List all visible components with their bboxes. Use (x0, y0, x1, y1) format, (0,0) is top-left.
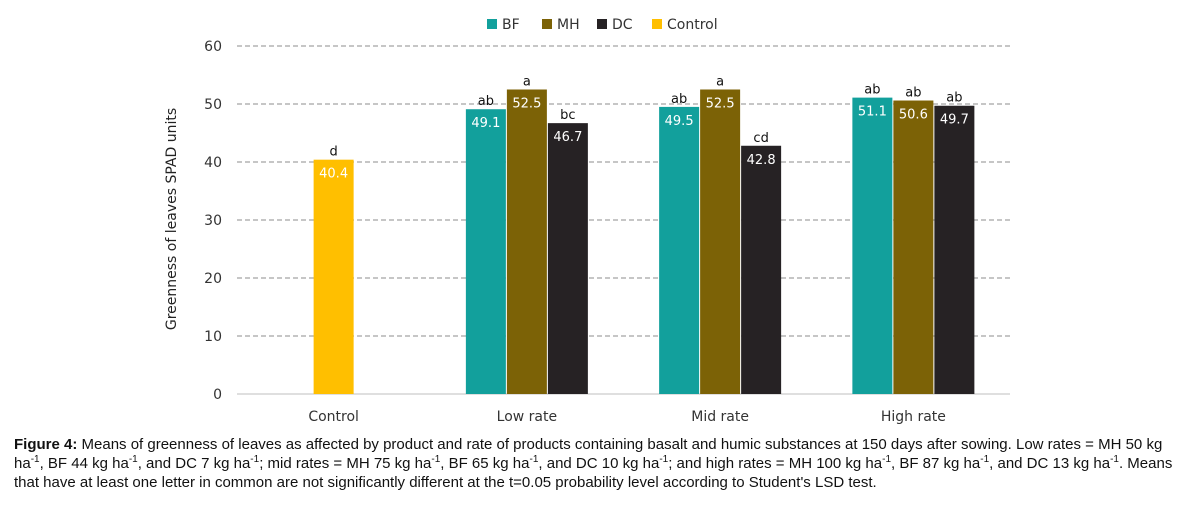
data-label: 46.7 (553, 130, 582, 145)
superscript: -1 (980, 454, 990, 465)
bar-mh (700, 89, 741, 394)
legend-label: DC (612, 17, 633, 33)
bar-dc (934, 105, 975, 395)
gridlines (237, 45, 1010, 395)
data-label: 49.5 (665, 114, 694, 129)
bars: 40.4 d 49.1 ab 52.5 a 46.7 bc 49.5 ab 52.5 a 42.8 cd 5… (313, 75, 975, 395)
significance-letter: cd (753, 131, 768, 146)
significance-letter: ab (946, 91, 962, 106)
x-tick-label: Mid rate (691, 409, 749, 425)
y-tick-label: 0 (213, 387, 222, 403)
bar-bf (852, 97, 893, 395)
data-label: 52.5 (706, 97, 735, 112)
legend-swatch (597, 19, 607, 29)
legend-label: Control (667, 17, 718, 33)
data-label: 50.6 (899, 108, 928, 123)
significance-letter: ab (905, 86, 921, 101)
caption-text: Means of greenness of leaves as affected… (14, 436, 1173, 491)
bar-mh (893, 100, 934, 395)
x-tick-label: Low rate (497, 409, 557, 425)
superscript: -1 (128, 454, 138, 465)
bar-mh (506, 89, 547, 394)
y-tick-label: 60 (204, 39, 222, 55)
x-tick-label: High rate (881, 409, 946, 425)
data-label: 52.5 (512, 97, 541, 112)
legend-label: BF (502, 17, 520, 33)
figure-caption: Figure 4: Means of greenness of leaves a… (14, 435, 1174, 492)
legend-swatch (487, 19, 497, 29)
bar-dc (741, 145, 782, 394)
data-label: 42.8 (747, 153, 776, 168)
superscript: -1 (431, 454, 441, 465)
legend-label: MH (557, 17, 580, 33)
superscript: -1 (30, 454, 40, 465)
y-tick-label: 50 (204, 97, 222, 113)
superscript: -1 (250, 454, 260, 465)
significance-letter: ab (671, 92, 687, 107)
bar-bf (465, 109, 506, 394)
legend-swatch (652, 19, 662, 29)
significance-letter: bc (560, 108, 575, 123)
superscript: -1 (659, 454, 669, 465)
significance-letter: ab (864, 83, 880, 98)
significance-letter: ab (478, 94, 494, 109)
y-tick-label: 10 (204, 329, 222, 345)
bar-bf (659, 106, 700, 395)
superscript: -1 (1110, 454, 1119, 465)
data-label: 40.4 (319, 167, 348, 182)
y-tick-label: 20 (204, 271, 222, 287)
bar-chart: 0 10 20 30 40 50 60 40.4 d 49.1 ab 52.5 a 46.7 bc 49.5… (164, 17, 1010, 425)
bar-control (313, 159, 354, 394)
data-label: 51.1 (858, 105, 887, 120)
y-axis-ticks: 0 10 20 30 40 50 60 (204, 39, 222, 403)
data-label: 49.7 (940, 113, 969, 128)
bar-dc (547, 123, 588, 394)
x-tick-label: Control (308, 409, 359, 425)
x-axis-ticks: Control Low rate Mid rate High rate (308, 409, 946, 425)
legend: BF MH DC Control (487, 17, 718, 33)
superscript: -1 (529, 454, 539, 465)
caption-label: Figure 4: (14, 436, 78, 453)
y-axis-label: Greenness of leaves SPAD units (164, 108, 180, 330)
y-tick-label: 30 (204, 213, 222, 229)
legend-swatch (542, 19, 552, 29)
significance-letter: a (523, 75, 531, 90)
data-label: 49.1 (471, 116, 500, 131)
chart: 0 10 20 30 40 50 60 40.4 d 49.1 ab 52.5 a 46.7 bc 49.5… (164, 17, 1010, 425)
significance-letter: d (329, 145, 337, 160)
significance-letter: a (716, 75, 724, 90)
y-tick-label: 40 (204, 155, 222, 171)
superscript: -1 (882, 454, 892, 465)
